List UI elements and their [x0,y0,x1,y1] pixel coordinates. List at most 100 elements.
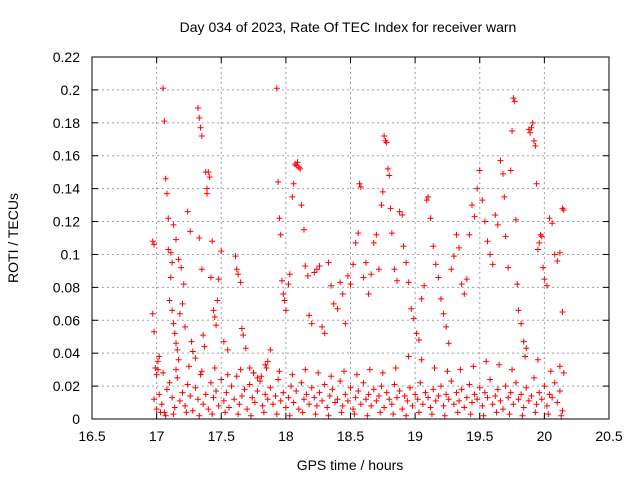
data-point [502,233,509,240]
data-point [551,379,558,386]
data-point [423,197,430,204]
data-point [197,124,204,131]
data-point [408,305,415,312]
data-point [509,366,516,373]
data-point [237,366,244,373]
data-point [509,128,516,135]
data-point [192,355,199,362]
data-point [457,366,464,373]
data-point [194,105,201,112]
data-point [254,388,261,395]
data-point [352,394,359,401]
data-point [356,180,363,187]
data-point [347,281,354,288]
data-point [337,279,344,286]
data-point [321,330,328,337]
data-point [185,363,192,370]
data-point [387,205,394,212]
data-point [257,378,264,385]
data-point [556,363,563,370]
data-point [182,402,189,409]
data-point [507,389,514,396]
data-point [556,388,563,395]
data-point [308,384,315,391]
data-point [360,379,367,386]
data-point [450,401,457,408]
data-point [390,411,397,418]
data-point [396,208,403,215]
data-point [277,231,284,238]
data-point [386,396,393,403]
data-point [207,274,214,281]
data-point [220,338,227,345]
data-point [370,239,377,246]
data-point [543,402,550,409]
data-point [286,271,293,278]
data-point [437,295,444,302]
x-tick-label: 17.5 [208,428,235,444]
data-point [210,307,217,314]
data-point [151,241,158,248]
data-point [173,340,180,347]
data-point [166,297,173,304]
data-point [487,251,494,258]
x-tick-label: 19 [407,428,423,444]
data-point [360,274,367,281]
data-point [154,358,161,365]
data-point [304,272,311,279]
data-point [196,412,203,419]
data-point [540,264,547,271]
data-point [196,114,203,121]
data-point [458,281,465,288]
data-point [209,411,216,418]
y-axis-label: ROTI / TECUs [5,193,21,283]
data-point [432,397,439,404]
data-point [267,346,274,353]
data-point [339,290,346,297]
data-point [467,411,474,418]
data-point [161,118,168,125]
y-tick-label: 0.1 [61,246,81,262]
data-point [518,391,525,398]
data-point [400,243,407,250]
data-point [171,404,178,411]
data-point [456,244,463,251]
data-point [466,381,473,388]
data-point [218,248,225,255]
data-point [173,366,180,373]
data-point [171,330,178,337]
data-point [528,392,535,399]
data-point [289,193,296,200]
data-point [184,381,191,388]
data-point [409,402,416,409]
data-point [399,211,406,218]
data-point [338,409,345,416]
data-point [417,379,424,386]
data-point [169,394,176,401]
data-point [507,167,514,174]
data-point [521,353,528,360]
data-point [224,371,231,378]
data-point [487,376,494,383]
data-point [538,233,545,240]
data-point [205,169,212,176]
data-point [529,119,536,126]
data-point [153,371,160,378]
data-point [183,409,190,416]
data-point [149,310,156,317]
data-point [421,282,428,289]
data-point [418,356,425,363]
x-axis-label: GPS time / hours [297,457,404,473]
data-point [410,315,417,322]
data-point [167,249,174,256]
data-point [560,207,567,214]
data-point [404,397,411,404]
data-point [289,371,296,378]
data-point [427,215,434,222]
data-point [235,271,242,278]
data-point [174,374,181,381]
data-point [211,313,218,320]
data-point [541,383,548,390]
data-point [188,338,195,345]
data-point [437,383,444,390]
